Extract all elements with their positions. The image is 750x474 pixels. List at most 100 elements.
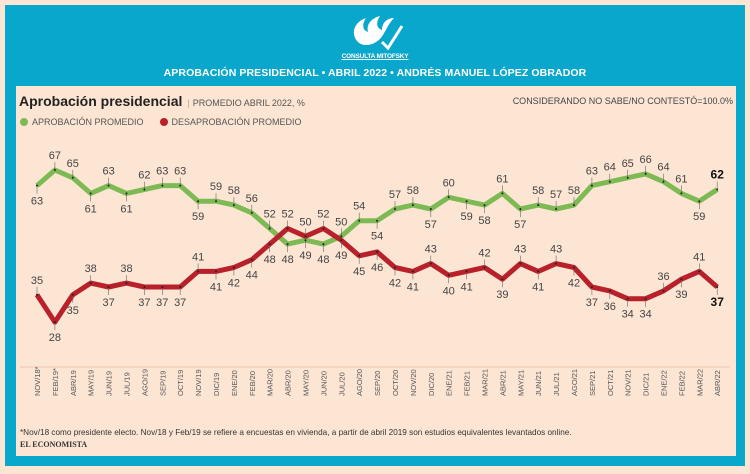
data-label: 43 <box>550 244 562 256</box>
data-label: 60 <box>443 177 455 189</box>
x-tick-label: FEB/21 <box>463 371 472 396</box>
data-label: 65 <box>622 158 634 170</box>
x-tick-label: FEB/22 <box>677 371 686 396</box>
data-point <box>340 239 343 242</box>
data-label: 41 <box>460 281 472 293</box>
data-point <box>590 184 593 187</box>
title-row: Aprobación presidencial | PROMEDIO ABRIL … <box>19 93 305 109</box>
subtitle-text: PROMEDIO ABRIL 2022, % <box>192 98 305 108</box>
data-point <box>608 180 611 183</box>
footer: *Nov/18 como presidente electo. Nov/18 y… <box>20 428 572 449</box>
x-tick-label: FEB/19* <box>51 368 60 396</box>
data-point <box>268 227 271 230</box>
data-point <box>411 270 414 273</box>
data-point <box>573 266 575 269</box>
data-label: 41 <box>532 281 544 293</box>
data-label: 67 <box>49 150 61 162</box>
data-point <box>376 250 379 253</box>
logo-birds-icon <box>353 16 404 51</box>
x-tick-label: ABR/19 <box>69 370 78 396</box>
data-label: 46 <box>371 262 383 274</box>
data-label: 36 <box>604 301 616 313</box>
data-label: 52 <box>264 209 276 221</box>
data-label: 58 <box>532 185 544 197</box>
x-tick-label: OCT/19 <box>176 370 185 396</box>
data-point <box>358 219 361 222</box>
x-tick-label: AGO/21 <box>570 369 579 396</box>
chart-title: Aprobación presidencial <box>19 93 183 109</box>
data-label: 49 <box>299 250 311 262</box>
data-label: 58 <box>228 185 240 197</box>
data-point <box>519 208 522 210</box>
data-label: 58 <box>568 185 580 197</box>
data-label: 28 <box>49 332 61 344</box>
x-tick-label: NOV/19 <box>194 369 203 396</box>
x-tick-label: JUN/21 <box>534 371 543 396</box>
chart-panel <box>16 86 736 456</box>
data-label: 48 <box>281 254 293 266</box>
logo-text: CONSULTA MITOFSKY <box>341 53 409 60</box>
data-label: 63 <box>174 166 186 178</box>
data-label: 63 <box>586 166 598 178</box>
x-tick-label: NOV/18* <box>33 366 42 396</box>
data-label: 61 <box>85 203 97 215</box>
x-tick-label: MAR/21 <box>481 369 490 396</box>
data-label: 62 <box>711 168 725 182</box>
data-point <box>447 274 450 277</box>
data-point <box>53 169 56 171</box>
data-point <box>680 192 683 195</box>
data-point <box>36 184 38 187</box>
chart-subtitle: | PROMEDIO ABRIL 2022, % <box>187 98 305 108</box>
data-label: 63 <box>102 166 114 178</box>
data-label: 52 <box>281 209 293 221</box>
data-label: 38 <box>120 263 132 275</box>
data-point <box>519 262 522 265</box>
data-label: 59 <box>210 181 222 193</box>
x-tick-label: AGO/20 <box>355 369 364 396</box>
data-point <box>179 286 182 288</box>
x-tick-label: OCT/21 <box>606 370 615 396</box>
data-label: 57 <box>550 189 562 201</box>
legend-item-disapproval: DESAPROBACIÓN PROMEDIO <box>159 117 302 127</box>
data-point <box>394 208 396 210</box>
data-point <box>125 282 128 285</box>
data-label: 48 <box>317 254 329 266</box>
data-point <box>197 270 200 273</box>
x-tick-label: NOV/20 <box>409 369 418 396</box>
data-point <box>644 172 647 175</box>
x-tick-label: DIC/19 <box>212 373 221 396</box>
data-label: 41 <box>693 251 705 263</box>
x-tick-label: AGO/19 <box>140 369 149 396</box>
data-point <box>71 293 74 296</box>
x-tick-label: SEP/19 <box>158 371 167 396</box>
data-point <box>215 270 217 273</box>
x-tick-label: DIC/21 <box>642 373 651 396</box>
data-label: 36 <box>657 271 669 283</box>
x-tick-label: ABR/21 <box>498 370 507 396</box>
data-label: 66 <box>639 154 651 166</box>
data-label: 58 <box>407 185 419 197</box>
data-point <box>53 321 56 324</box>
x-tick-label: JUL/19 <box>123 372 132 396</box>
data-point <box>215 200 217 203</box>
data-label: 57 <box>389 189 401 201</box>
footnote: *Nov/18 como presidente electo. Nov/18 y… <box>20 428 572 437</box>
data-label: 62 <box>138 170 150 182</box>
data-label: 39 <box>675 289 687 301</box>
data-label: 63 <box>156 166 168 178</box>
data-label: 54 <box>371 231 383 243</box>
data-label: 65 <box>67 158 79 170</box>
data-point <box>537 204 540 207</box>
data-label: 41 <box>407 281 419 293</box>
data-point <box>250 211 253 214</box>
x-tick-label: OCT/20 <box>391 370 400 396</box>
data-label: 42 <box>389 278 401 290</box>
data-label: 50 <box>335 216 347 228</box>
data-label: 63 <box>31 196 43 208</box>
data-label: 34 <box>622 309 634 321</box>
data-label: 59 <box>693 211 705 223</box>
data-point <box>608 289 611 292</box>
data-point <box>483 266 486 269</box>
data-label: 37 <box>138 297 150 309</box>
data-point <box>125 192 128 195</box>
